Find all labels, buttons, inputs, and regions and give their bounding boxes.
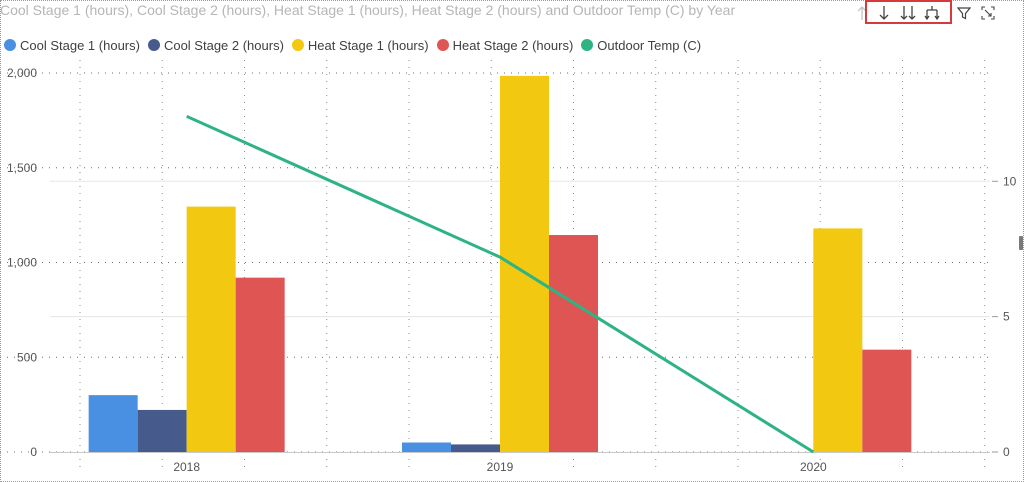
bar [549,235,598,452]
x-tick-label: 2018 [173,460,200,474]
y-tick-label: 1,500 [7,161,37,175]
bar [88,395,138,452]
y-tick-label: 500 [17,350,37,364]
legend-label: Outdoor Temp (C) [597,37,702,53]
legend-item-heat-stage-1[interactable]: Heat Stage 1 (hours) [291,37,429,53]
legend-item-outdoor-temp[interactable]: Outdoor Temp (C) [581,38,701,53]
y2-tick-label: 5 [1003,310,1010,324]
resize-handle[interactable] [1019,236,1023,250]
bar [451,444,500,452]
bar [813,228,863,452]
legend-label: Cool Stage 1 (hours) [20,37,140,53]
sort-ascending-icon[interactable] [852,2,872,24]
bar [186,206,236,452]
y2-tick-label: 0 [1003,445,1010,459]
bar [402,442,451,452]
legend-item-cool-stage-2[interactable]: Cool Stage 2 (hours) [147,37,284,53]
legend-marker [4,39,16,51]
expand-hierarchy-icon[interactable] [922,2,942,24]
focus-mode-icon[interactable] [978,2,998,24]
legend-label: Cool Stage 2 (hours) [163,37,284,53]
x-tick-label: 2019 [487,460,514,474]
expand-all-icon[interactable] [898,2,918,24]
legend-label: Heat Stage 2 (hours) [452,37,574,53]
legend-marker [436,39,449,51]
bar [500,75,549,452]
bar [235,277,285,452]
bar [862,349,912,452]
filter-icon[interactable] [954,2,974,24]
legend-marker [147,39,160,51]
legend-label: Heat Stage 1 (hours) [307,37,429,53]
bar [137,409,187,452]
legend-marker [291,39,304,51]
y2-tick-label: 10 [1003,174,1017,188]
y-tick-label: 0 [30,445,37,459]
legend-item-heat-stage-2[interactable]: Heat Stage 2 (hours) [436,37,574,53]
line-series [186,114,815,454]
drill-down-icon[interactable] [874,2,894,24]
legend-item-cool-stage-1[interactable]: Cool Stage 1 (hours) [4,38,140,53]
legend-marker [581,39,594,51]
y-tick-label: 1,000 [7,256,37,270]
y-tick-label: 2,000 [7,66,37,80]
legend: Cool Stage 1 (hours) Cool Stage 2 (hours… [4,36,709,54]
x-tick-label: 2020 [800,460,827,474]
chart-title: Cool Stage 1 (hours), Cool Stage 2 (hour… [0,2,736,18]
